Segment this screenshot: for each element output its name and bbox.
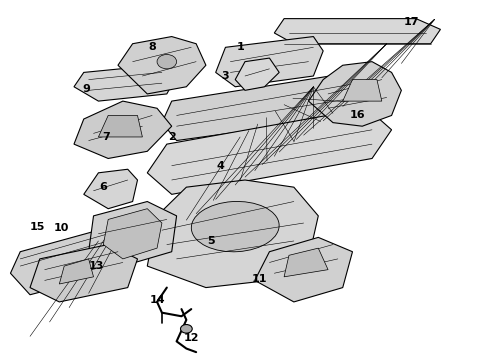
Text: 17: 17 — [403, 17, 419, 27]
Text: 3: 3 — [221, 71, 229, 81]
Polygon shape — [255, 237, 352, 302]
Polygon shape — [216, 37, 323, 87]
Text: 14: 14 — [149, 295, 165, 305]
Polygon shape — [103, 209, 162, 259]
Polygon shape — [147, 180, 318, 288]
Polygon shape — [74, 101, 172, 158]
Text: 9: 9 — [82, 84, 90, 94]
Polygon shape — [147, 108, 392, 194]
Text: 15: 15 — [30, 222, 45, 231]
Circle shape — [157, 54, 176, 69]
Text: 6: 6 — [99, 182, 107, 192]
Text: 5: 5 — [207, 236, 215, 246]
Polygon shape — [10, 230, 123, 295]
Polygon shape — [235, 58, 279, 90]
Text: 8: 8 — [148, 42, 156, 52]
Polygon shape — [118, 37, 206, 94]
Polygon shape — [343, 80, 382, 101]
Polygon shape — [59, 259, 94, 284]
Text: 1: 1 — [236, 42, 244, 52]
Polygon shape — [274, 19, 441, 44]
Ellipse shape — [191, 202, 279, 252]
Text: 7: 7 — [102, 132, 110, 142]
Text: 16: 16 — [349, 111, 365, 121]
Text: 2: 2 — [168, 132, 175, 142]
Text: 10: 10 — [54, 224, 70, 233]
Polygon shape — [89, 202, 176, 266]
Polygon shape — [309, 62, 401, 126]
Polygon shape — [284, 248, 328, 277]
Polygon shape — [162, 72, 372, 140]
Polygon shape — [30, 244, 138, 302]
Text: 11: 11 — [252, 274, 268, 284]
Polygon shape — [74, 65, 176, 101]
Polygon shape — [84, 169, 138, 209]
Text: 4: 4 — [217, 161, 224, 171]
Circle shape — [180, 324, 192, 333]
Text: 13: 13 — [88, 261, 104, 271]
Polygon shape — [98, 116, 143, 137]
Text: 12: 12 — [183, 333, 199, 343]
